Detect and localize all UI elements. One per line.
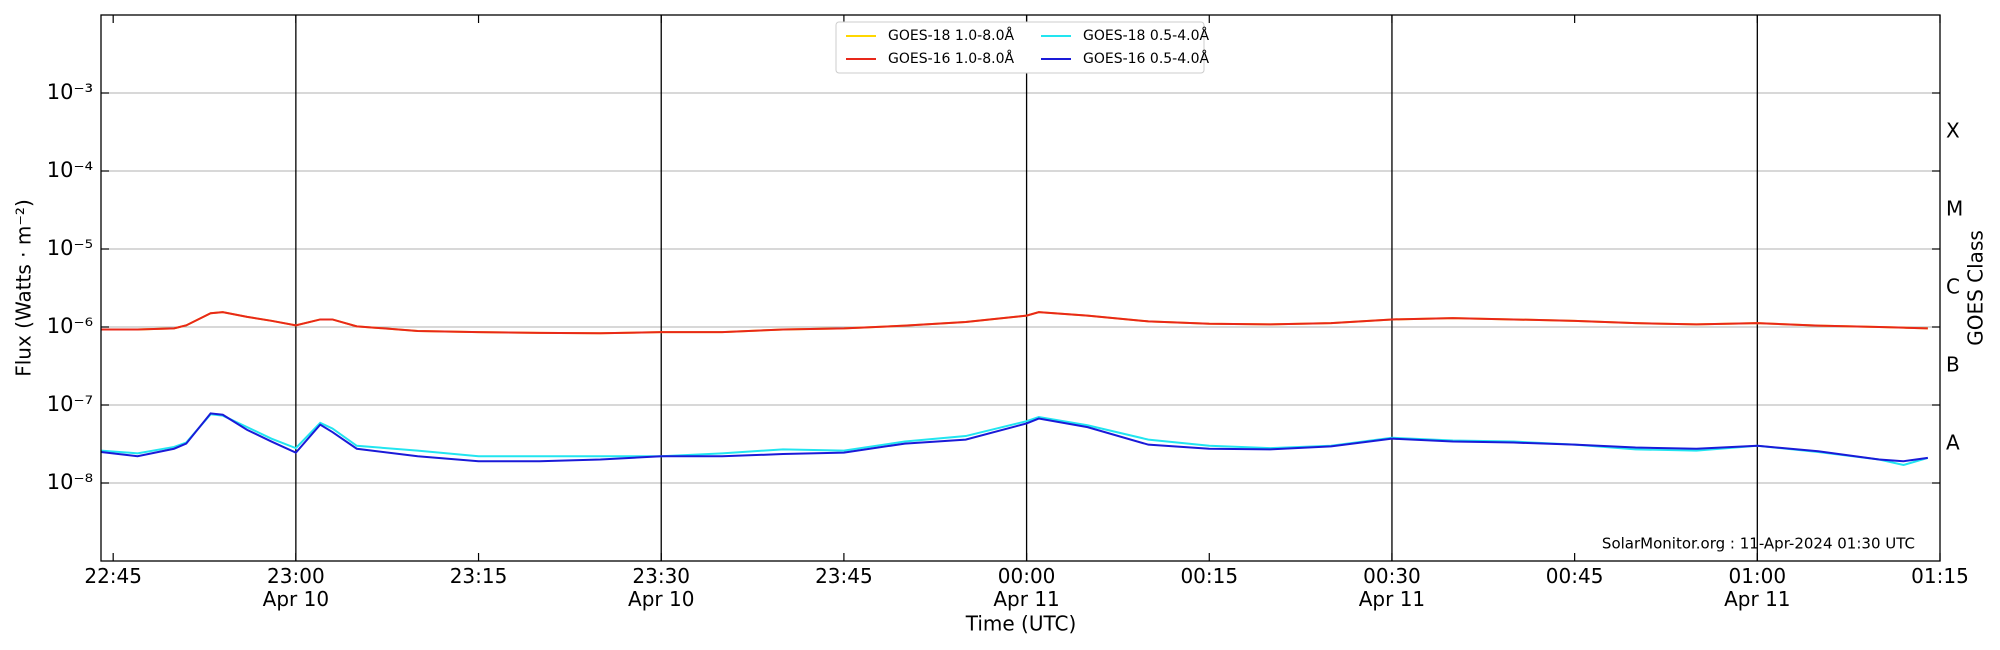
- x-axis-label: Time (UTC): [965, 612, 1077, 636]
- class-label: B: [1946, 353, 1960, 377]
- y-axis-label: Flux (Watts · m⁻²): [12, 199, 36, 377]
- x-tick-label: 23:45: [815, 564, 873, 588]
- series-line: [100, 412, 1928, 463]
- class-label: C: [1946, 275, 1960, 299]
- series-line: [101, 311, 1928, 335]
- x-tick-label: 00:00 Apr 11: [993, 564, 1060, 611]
- legend-label: GOES-18 1.0-8.0Å: [888, 27, 1014, 44]
- class-label: M: [1946, 197, 1963, 221]
- x-tick-label: 01:15: [1911, 564, 1969, 588]
- series-line: [100, 413, 1929, 467]
- plot-frame: [100, 14, 1941, 562]
- y-tick-label: 10⁻⁸: [47, 470, 93, 494]
- y-tick-label: 10⁻³: [47, 80, 93, 104]
- class-label: A: [1946, 431, 1960, 455]
- x-tick-label: 01:00 Apr 11: [1724, 564, 1791, 611]
- y2-axis-label: GOES Class: [1964, 230, 1988, 346]
- legend-label: GOES-16 1.0-8.0Å: [888, 50, 1014, 67]
- x-tick-label: 00:30 Apr 11: [1358, 564, 1426, 611]
- x-tick-label: 22:45: [84, 564, 142, 588]
- legend-label: GOES-16 0.5-4.0Å: [1083, 50, 1209, 67]
- y-tick-label: 10⁻⁶: [47, 314, 93, 338]
- legend-box: [835, 21, 1205, 74]
- y-tick-label: 10⁻⁵: [47, 236, 93, 260]
- y-tick-label: 10⁻⁷: [47, 392, 93, 416]
- legend-label: GOES-18 0.5-4.0Å: [1083, 27, 1209, 44]
- x-tick-label: 00:45: [1545, 564, 1604, 588]
- x-tick-label: 23:00 Apr 10: [262, 564, 330, 611]
- annotation: SolarMonitor.org : 11-Apr-2024 01:30 UTC: [1602, 535, 1915, 553]
- x-tick-label: 23:30 Apr 10: [628, 564, 695, 611]
- x-tick-label: 00:15: [1180, 564, 1239, 588]
- y-tick-label: 10⁻⁴: [47, 158, 93, 182]
- x-tick-label: 23:15: [449, 564, 508, 588]
- class-label: X: [1946, 119, 1960, 143]
